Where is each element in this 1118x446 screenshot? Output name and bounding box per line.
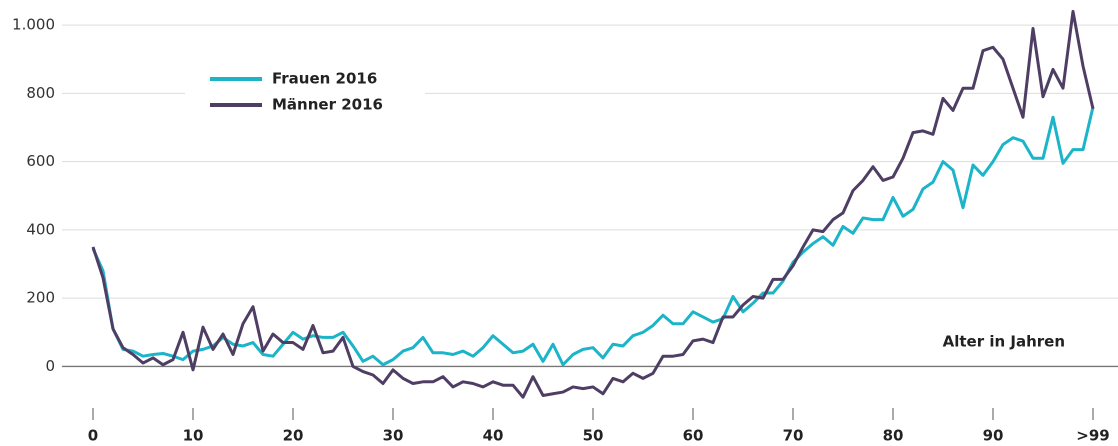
x-tick-label: 60	[683, 427, 704, 445]
legend-label: Männer 2016	[272, 96, 383, 114]
y-tick-label: 0	[45, 357, 55, 375]
x-tick-label: 80	[883, 427, 904, 445]
y-tick-label: 400	[26, 220, 55, 238]
y-tick-label: 1.000	[12, 16, 55, 34]
y-tick-label: 800	[26, 84, 55, 102]
y-tick-label: 200	[26, 289, 55, 307]
x-tick-label: 20	[283, 427, 304, 445]
legend-label: Frauen 2016	[272, 70, 377, 88]
x-tick-label: 30	[383, 427, 404, 445]
x-tick-label: 70	[783, 427, 804, 445]
x-tick-label: >99	[1076, 427, 1109, 445]
x-tick-label: 40	[483, 427, 504, 445]
series-line	[91, 106, 1095, 367]
x-tick-label: 0	[88, 427, 98, 445]
x-tick-label: 50	[583, 427, 604, 445]
series-line	[91, 9, 1095, 399]
y-tick-label: 600	[26, 152, 55, 170]
x-tick-label: 10	[183, 427, 204, 445]
annotation: Alter in Jahren	[943, 333, 1065, 351]
legend-bg	[185, 62, 425, 124]
x-tick-label: 90	[983, 427, 1004, 445]
